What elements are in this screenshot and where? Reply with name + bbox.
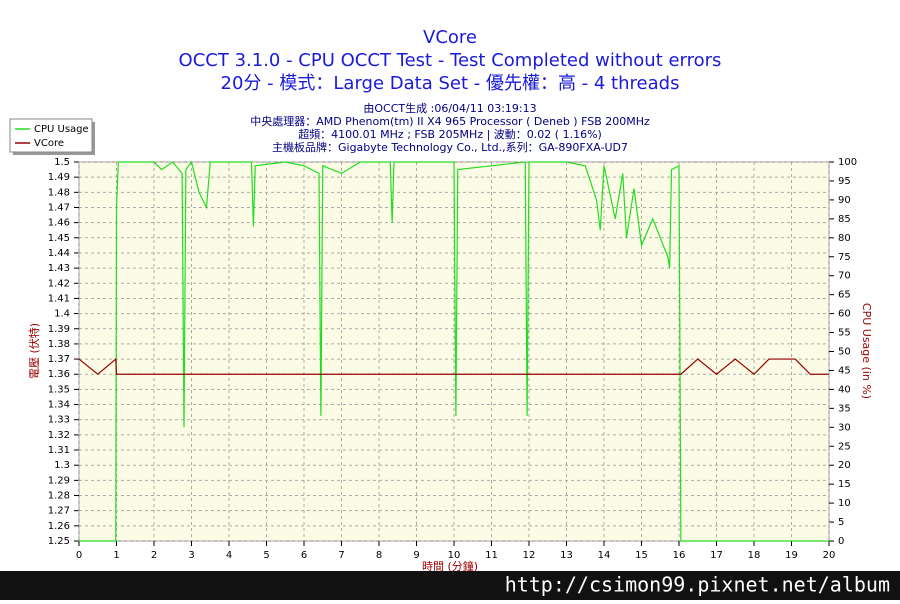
x-tick-label: 20 [823, 550, 836, 561]
info-line: 主機板品牌：Gigabyte Technology Co., Ltd.,系列：G… [272, 140, 628, 154]
x-tick-label: 1 [113, 550, 119, 561]
y-tick-label: 1.35 [48, 384, 70, 395]
legend-label: VCore [34, 138, 64, 149]
x-tick-label: 9 [413, 550, 419, 561]
y-tick-label: 1.49 [48, 172, 70, 183]
info-line: 超頻：4100.01 MHz ; FSB 205MHz | 波動：0.02 ( … [298, 127, 602, 141]
x-tick-label: 17 [710, 550, 723, 561]
y2-tick-label: 25 [838, 441, 851, 452]
legend [9, 118, 93, 153]
y2-tick-label: 90 [838, 195, 851, 206]
chart-subtitle: OCCT 3.1.0 - CPU OCCT Test - Test Comple… [179, 50, 722, 71]
x-tick-label: 7 [338, 550, 344, 561]
x-tick-label: 4 [226, 550, 232, 561]
x-tick-label: 16 [673, 550, 686, 561]
y-tick-label: 1.44 [48, 248, 70, 259]
y2-tick-label: 75 [838, 252, 851, 263]
info-line: 由OCCT生成 :06/04/11 03:19:13 [363, 101, 536, 115]
y2-axis-label: CPU Usage (in %) [860, 303, 873, 399]
chart-subtitle: 20分 - 模式：Large Data Set - 優先權：高 - 4 thre… [221, 73, 680, 94]
y2-tick-label: 5 [838, 517, 844, 528]
y2-tick-label: 35 [838, 403, 851, 414]
y2-tick-label: 0 [838, 536, 844, 547]
x-tick-label: 14 [598, 550, 611, 561]
y-tick-label: 1.5 [54, 157, 70, 168]
y-tick-label: 1.42 [48, 278, 70, 289]
x-tick-label: 13 [560, 550, 573, 561]
y2-tick-label: 45 [838, 365, 851, 376]
y-tick-label: 1.25 [48, 536, 70, 547]
x-tick-label: 8 [376, 550, 382, 561]
y-tick-label: 1.4 [54, 309, 70, 320]
y2-tick-label: 20 [838, 460, 851, 471]
y2-tick-label: 60 [838, 309, 851, 320]
y-tick-label: 1.3 [54, 460, 70, 471]
y-tick-label: 1.28 [48, 491, 70, 502]
series-line [78, 357, 829, 376]
x-tick-label: 2 [151, 550, 157, 561]
chart-title: VCore [423, 27, 477, 48]
y-tick-label: 1.38 [48, 339, 70, 350]
info-line: 中央處理器：AMD Phenom(tm) II X4 965 Processor… [250, 114, 650, 128]
x-tick-label: 3 [188, 550, 194, 561]
y-tick-label: 1.43 [48, 263, 70, 274]
y-tick-label: 1.39 [48, 324, 70, 335]
y2-tick-label: 65 [838, 290, 851, 301]
y-tick-label: 1.37 [48, 354, 70, 365]
y2-tick-label: 30 [838, 422, 851, 433]
y-tick-label: 1.34 [48, 400, 70, 411]
y-tick-label: 1.32 [48, 430, 70, 441]
y-tick-label: 1.33 [48, 415, 70, 426]
y2-tick-label: 15 [838, 479, 851, 490]
watermark-bar [0, 571, 900, 600]
y2-tick-label: 55 [838, 328, 851, 339]
x-tick-label: 11 [485, 550, 498, 561]
y-tick-label: 1.46 [48, 218, 70, 229]
y2-tick-label: 50 [838, 347, 851, 358]
y-tick-label: 1.47 [48, 202, 70, 213]
x-tick-label: 12 [523, 550, 536, 561]
legend-label: CPU Usage [34, 124, 89, 135]
y-tick-label: 1.41 [48, 293, 70, 304]
y-tick-label: 1.29 [48, 475, 70, 486]
x-tick-label: 10 [448, 550, 461, 561]
y-tick-label: 1.31 [48, 445, 70, 456]
y-tick-label: 1.27 [48, 506, 70, 517]
watermark: http://csimon99.pixnet.net/album [505, 573, 890, 597]
y2-tick-label: 100 [838, 157, 857, 168]
y-tick-label: 1.48 [48, 187, 70, 198]
x-tick-label: 15 [635, 550, 648, 561]
y2-tick-label: 85 [838, 214, 851, 225]
x-tick-label: 6 [301, 550, 307, 561]
y2-tick-label: 10 [838, 498, 851, 509]
x-tick-label: 5 [263, 550, 269, 561]
y-tick-label: 1.45 [48, 233, 70, 244]
y2-tick-label: 95 [838, 176, 851, 187]
y-tick-label: 1.36 [48, 369, 70, 380]
x-tick-label: 0 [76, 550, 82, 561]
y-tick-label: 1.26 [48, 521, 70, 532]
x-tick-label: 19 [785, 550, 798, 561]
y2-tick-label: 40 [838, 384, 851, 395]
x-tick-label: 18 [748, 550, 761, 561]
y2-tick-label: 80 [838, 233, 851, 244]
y2-tick-label: 70 [838, 271, 851, 282]
y-axis-label: 電壓 (伏特) [27, 323, 41, 379]
x-axis-label: 時間 (分鐘) [422, 559, 478, 573]
series-line [79, 160, 829, 542]
